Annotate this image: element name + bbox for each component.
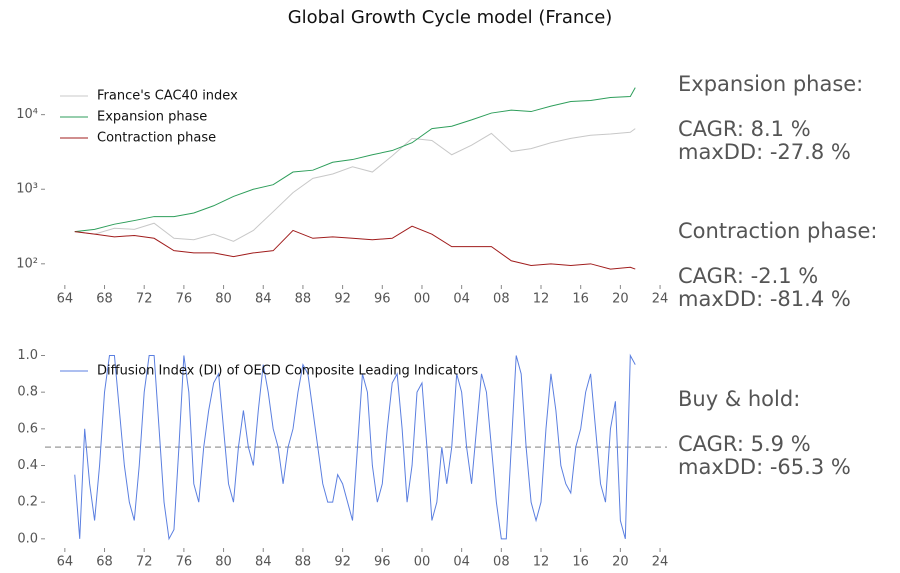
series-line — [74, 87, 636, 233]
x-tick-label: 68 — [96, 555, 113, 570]
x-tick-label: 96 — [374, 292, 391, 307]
y-tick-label: 0.4 — [17, 458, 38, 473]
x-tick-label: 16 — [572, 292, 589, 307]
x-tick-label: 16 — [572, 555, 589, 570]
legend-label: Expansion phase — [97, 110, 207, 125]
y-tick-label: 1.0 — [17, 348, 38, 363]
x-tick-label: 76 — [176, 292, 193, 307]
x-tick-label: 20 — [612, 292, 629, 307]
annotation: Buy & hold: — [678, 387, 800, 411]
x-tick-label: 72 — [136, 555, 153, 570]
x-tick-label: 20 — [612, 555, 629, 570]
x-tick-label: 92 — [334, 292, 351, 307]
annotation: CAGR: 5.9 % — [678, 432, 811, 456]
y-tick-label: 0.8 — [17, 385, 38, 400]
x-tick-label: 64 — [57, 292, 74, 307]
annotation: CAGR: 8.1 % — [678, 117, 811, 141]
x-tick-label: 76 — [176, 555, 193, 570]
legend-label: Diffusion Index (DI) of OECD Composite L… — [97, 364, 478, 379]
x-tick-label: 80 — [215, 292, 232, 307]
annotation: maxDD: -65.3 % — [678, 455, 851, 479]
y-tick-label: 10² — [16, 256, 38, 271]
x-tick-label: 68 — [96, 292, 113, 307]
x-tick-label: 08 — [493, 555, 510, 570]
x-tick-label: 88 — [295, 555, 312, 570]
series-line — [74, 225, 636, 270]
x-tick-label: 64 — [57, 555, 74, 570]
y-tick-label: 10⁴ — [16, 107, 38, 122]
figure-title: Global Growth Cycle model (France) — [288, 7, 613, 28]
x-tick-label: 24 — [652, 555, 669, 570]
x-tick-label: 24 — [652, 292, 669, 307]
annotation: maxDD: -27.8 % — [678, 140, 851, 164]
x-tick-label: 84 — [255, 292, 272, 307]
annotation: maxDD: -81.4 % — [678, 287, 851, 311]
x-tick-label: 80 — [215, 555, 232, 570]
y-tick-label: 0.6 — [17, 421, 38, 436]
x-tick-label: 04 — [453, 292, 470, 307]
legend-label: Contraction phase — [97, 131, 216, 146]
series-line — [74, 353, 636, 541]
series-line — [74, 128, 636, 242]
annotation: Expansion phase: — [678, 72, 863, 96]
x-tick-label: 04 — [453, 555, 470, 570]
x-tick-label: 88 — [295, 292, 312, 307]
x-tick-label: 12 — [533, 555, 550, 570]
x-tick-label: 12 — [533, 292, 550, 307]
legend-label: France's CAC40 index — [97, 89, 238, 104]
annotation: CAGR: -2.1 % — [678, 264, 818, 288]
x-tick-label: 84 — [255, 555, 272, 570]
y-tick-label: 10³ — [16, 182, 38, 197]
x-tick-label: 96 — [374, 555, 391, 570]
x-tick-label: 08 — [493, 292, 510, 307]
x-tick-label: 00 — [414, 555, 431, 570]
x-tick-label: 92 — [334, 555, 351, 570]
x-tick-label: 00 — [414, 292, 431, 307]
y-tick-label: 0.0 — [17, 531, 38, 546]
y-tick-label: 0.2 — [17, 495, 38, 510]
x-tick-label: 72 — [136, 292, 153, 307]
annotation: Contraction phase: — [678, 219, 877, 243]
